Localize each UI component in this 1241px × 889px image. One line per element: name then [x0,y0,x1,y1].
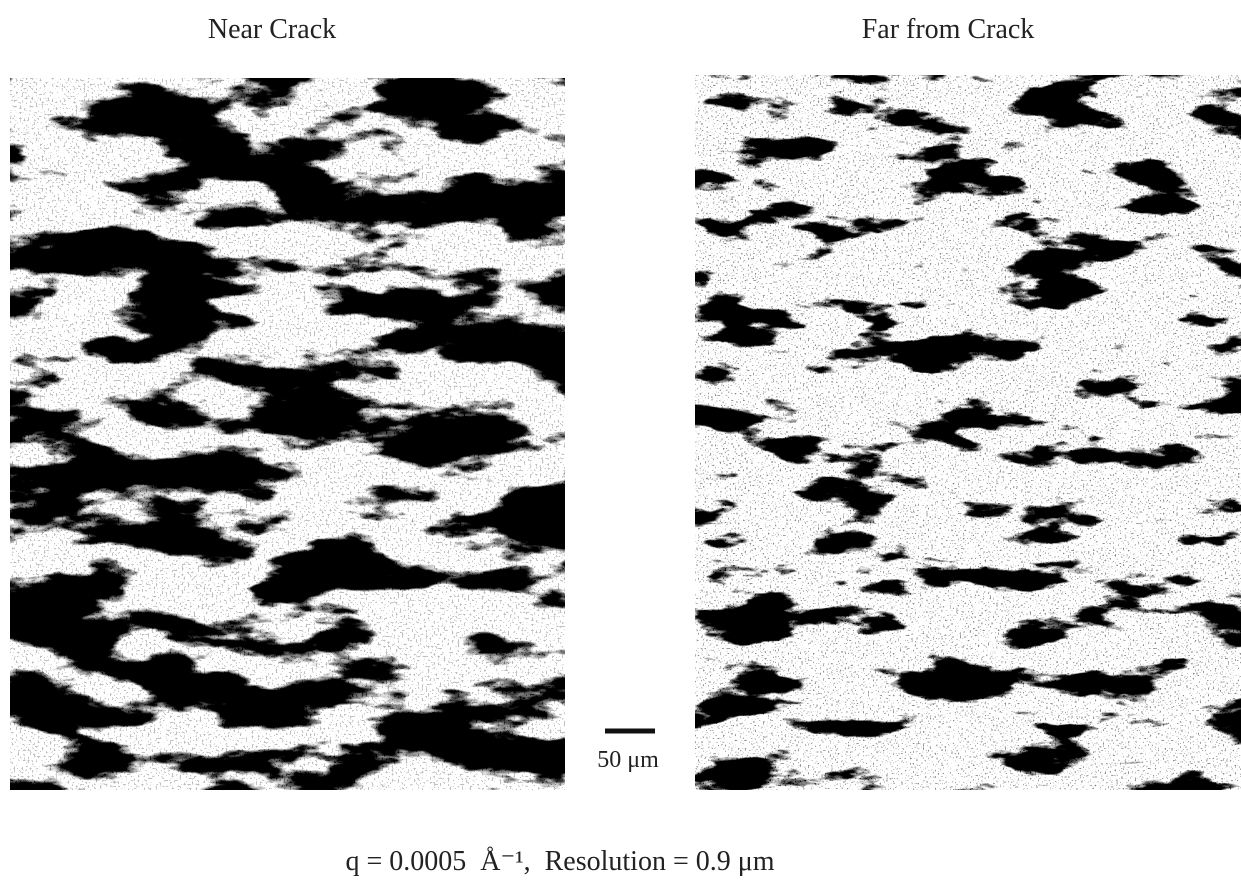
micrograph-far [695,75,1241,790]
micrograph-near [10,78,565,790]
panel-title: Near Crack [208,14,336,45]
caption: q = 0.0005 Å⁻¹, Resolution = 0.9 μm [345,846,774,877]
figure: Near Crack Far from Crack 50 μm q = 0.00… [0,0,1241,884]
page: {"panels": [{"title": "Near Crack"}, {"t… [0,0,1241,884]
panel-title: Far from Crack [862,14,1035,45]
scale-bar-label: 50 μm [597,747,659,773]
